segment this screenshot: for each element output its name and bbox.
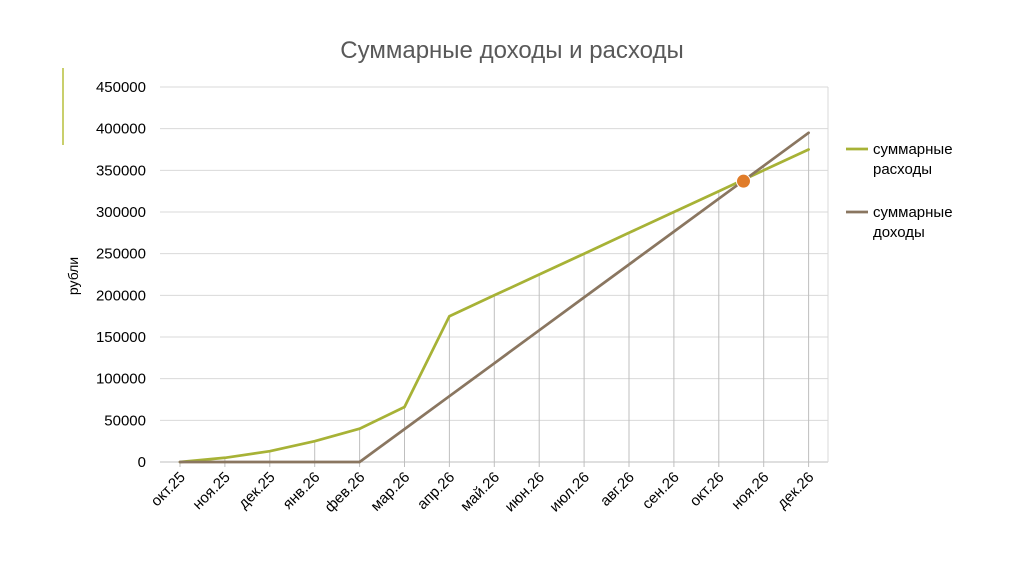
legend-label: суммарные расходы <box>873 141 953 178</box>
markers <box>735 173 751 189</box>
x-tick-label: дек.26 <box>774 469 817 512</box>
intersection-marker <box>735 173 751 189</box>
y-tick-label: 0 <box>138 454 146 471</box>
x-tick-label: июн.26 <box>502 469 549 516</box>
x-tick-label: ноя.25 <box>189 469 233 513</box>
x-tick-label: фев.26 <box>321 469 368 516</box>
x-tick-label: май.26 <box>457 469 503 515</box>
x-tick-label: июл.26 <box>546 469 593 516</box>
legend-label-line: доходы <box>873 224 925 241</box>
y-tick-label: 200000 <box>96 287 146 304</box>
x-tick-label: дек.25 <box>235 469 278 512</box>
series-line-income <box>178 131 810 464</box>
x-tick-label: ноя.26 <box>728 469 772 513</box>
y-tick-label: 300000 <box>96 204 146 221</box>
legend: суммарные расходы суммарные доходы <box>846 141 953 241</box>
y-tick-labels: 0 50000 100000 150000 200000 250000 300000 3500… <box>96 79 146 471</box>
y-axis-title: рубли <box>65 257 81 295</box>
y-tick-label: 450000 <box>96 79 146 96</box>
series-line-expenses <box>178 148 810 464</box>
legend-label: суммарные доходы <box>873 204 953 241</box>
y-tick-label: 350000 <box>96 162 146 179</box>
chart-title: Суммарные доходы и расходы <box>340 37 683 64</box>
legend-label-line: суммарные <box>873 204 953 221</box>
y-tick-label: 250000 <box>96 246 146 263</box>
x-tick-label: авг.26 <box>597 469 638 510</box>
y-tick-label: 50000 <box>104 412 146 429</box>
drop-lines <box>179 132 810 467</box>
x-tick-label: окт.25 <box>148 469 189 510</box>
x-tick-label: сен.26 <box>639 469 683 513</box>
x-tick-label: окт.26 <box>687 469 728 510</box>
y-tick-label: 150000 <box>96 329 146 346</box>
legend-label-line: расходы <box>873 161 932 178</box>
x-tick-label: мар.26 <box>367 469 413 515</box>
legend-label-line: суммарные <box>873 141 953 158</box>
x-tick-label: янв.26 <box>280 469 324 513</box>
x-tick-label: апр.26 <box>414 469 458 513</box>
y-tick-label: 100000 <box>96 371 146 388</box>
y-tick-label: 400000 <box>96 121 146 138</box>
series-lines <box>178 131 810 464</box>
